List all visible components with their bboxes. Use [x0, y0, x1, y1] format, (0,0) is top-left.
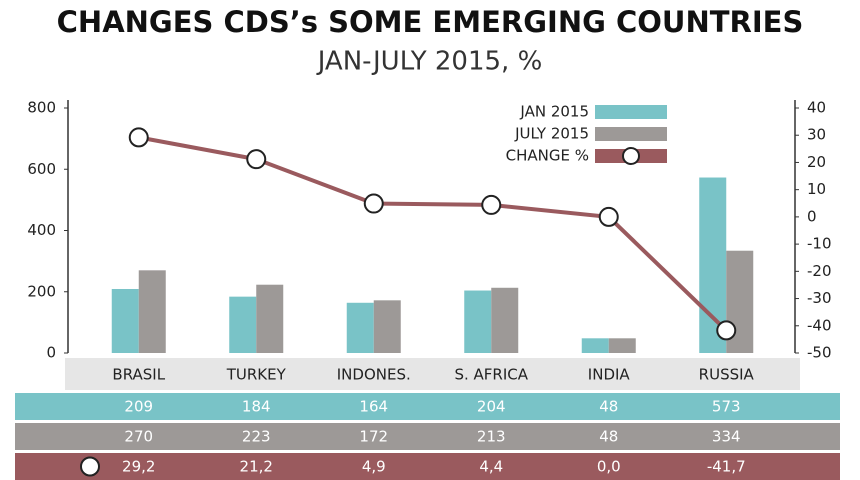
x-tick-label: INDIA — [588, 366, 631, 384]
y2-tick-label: 0 — [807, 207, 817, 225]
line-point — [246, 149, 267, 170]
table-value: 573 — [712, 398, 741, 416]
y-tick-label: 400 — [27, 221, 56, 239]
table-row — [15, 453, 840, 480]
table-value: 48 — [599, 428, 618, 446]
x-tick-label: INDONES. — [337, 366, 411, 384]
bar — [229, 296, 257, 353]
table-value: 184 — [242, 398, 271, 416]
table-value: 48 — [599, 398, 618, 416]
bar — [346, 302, 374, 353]
table-value: 0,0 — [597, 458, 621, 476]
table-value: 334 — [712, 428, 741, 446]
table-value: 209 — [124, 398, 153, 416]
y2-tick-label: -50 — [807, 344, 832, 362]
line-point — [598, 206, 619, 227]
y2-tick-label: 40 — [807, 99, 826, 117]
table-value: 213 — [477, 428, 506, 446]
chart-title: CHANGES CDS’s SOME EMERGING COUNTRIES — [57, 5, 804, 39]
table-value: 204 — [477, 398, 506, 416]
table-value: 270 — [124, 428, 153, 446]
y2-tick-label: 30 — [807, 126, 826, 144]
line-point — [363, 193, 384, 214]
bar — [608, 338, 636, 353]
y2-tick-label: -40 — [807, 316, 832, 334]
chart-subtitle: JAN-JULY 2015, % — [316, 47, 543, 77]
legend-swatch — [595, 105, 667, 119]
x-tick-label: RUSSIA — [699, 366, 755, 384]
x-tick-label: BRASIL — [112, 366, 165, 384]
row-marker — [80, 456, 100, 477]
bar — [256, 284, 284, 353]
legend-label: CHANGE % — [506, 147, 589, 165]
y-tick-label: 200 — [27, 282, 56, 300]
x-tick-label: TURKEY — [226, 366, 287, 384]
table-value: 29,2 — [122, 458, 155, 476]
bar — [581, 338, 609, 353]
y-tick-label: 800 — [27, 99, 56, 117]
bar — [491, 287, 519, 353]
table-value: 21,2 — [240, 458, 273, 476]
y-tick-label: 0 — [46, 344, 56, 362]
y2-tick-label: 10 — [807, 180, 826, 198]
category-strip — [65, 358, 800, 390]
y2-tick-label: -30 — [807, 289, 832, 307]
table-value: 172 — [359, 428, 388, 446]
table-value: 4,4 — [479, 458, 503, 476]
table-value: -41,7 — [707, 458, 746, 476]
legend-label: JULY 2015 — [514, 125, 589, 143]
table-value: 164 — [359, 398, 388, 416]
x-tick-label: S. AFRICA — [454, 366, 528, 384]
y2-tick-label: -10 — [807, 235, 832, 253]
table-value: 223 — [242, 428, 271, 446]
legend-swatch — [595, 127, 667, 141]
legend-marker — [622, 147, 640, 165]
bar — [138, 270, 166, 353]
line — [138, 135, 728, 332]
bar — [373, 300, 401, 353]
line-point — [481, 194, 502, 215]
table-value: 4,9 — [362, 458, 386, 476]
bar — [111, 288, 139, 353]
bar — [464, 290, 492, 353]
table-row — [15, 393, 840, 420]
y2-tick-label: -20 — [807, 262, 832, 280]
legend-label: JAN 2015 — [519, 103, 589, 121]
y-tick-label: 600 — [27, 160, 56, 178]
line-point — [128, 127, 149, 148]
table-row — [15, 423, 840, 450]
line-point — [716, 320, 737, 341]
y2-tick-label: 20 — [807, 153, 826, 171]
